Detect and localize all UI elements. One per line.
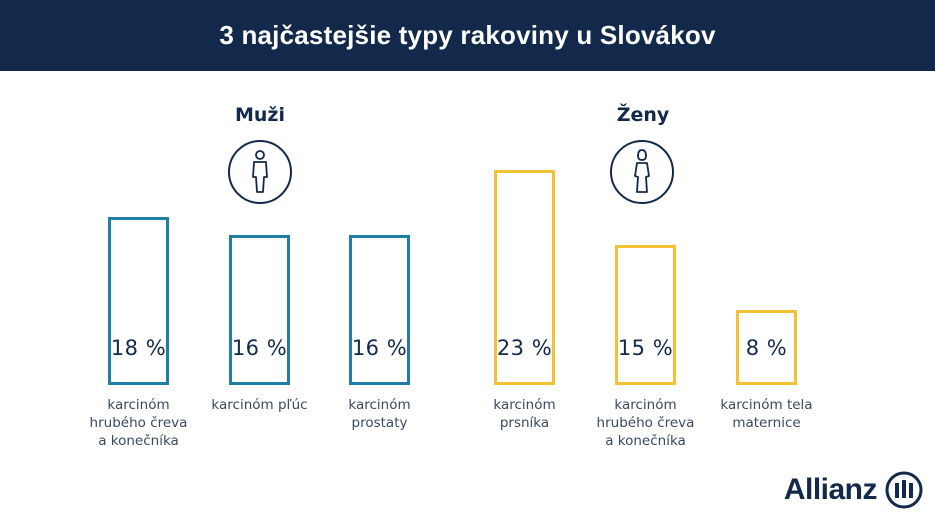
category-label-line: prsníka xyxy=(499,415,550,431)
bar-women-2 xyxy=(615,244,676,385)
category-label-line: prostaty xyxy=(351,415,408,431)
category-label-line: hrubého čreva xyxy=(596,415,695,431)
category-label-line: a konečníka xyxy=(98,433,179,449)
bar-value-label: 16 % xyxy=(231,336,288,360)
bar-men-3 xyxy=(349,235,410,385)
category-label: karcinóm hrubého čreva a konečníka xyxy=(581,396,711,450)
category-label-line: a konečníka xyxy=(605,433,686,449)
bar-value-label: 15 % xyxy=(617,336,674,360)
bar-value-label: 8 % xyxy=(745,336,788,360)
bar-men-1 xyxy=(108,216,169,385)
category-label: karcinóm prostaty xyxy=(315,396,445,432)
allianz-logo: Allianz xyxy=(784,471,923,509)
bar-men-2 xyxy=(229,235,290,385)
bar-value-label: 23 % xyxy=(496,336,553,360)
allianz-logo-icon xyxy=(885,471,923,509)
female-person-icon xyxy=(610,140,674,204)
group-title-men: Muži xyxy=(234,104,285,126)
category-label-line: karcinóm xyxy=(348,397,411,413)
category-label: karcinóm pľúc xyxy=(195,396,325,414)
page-title: 3 najčastejšie typy rakoviny u Slovákov xyxy=(219,20,716,50)
bar-value-label: 16 % xyxy=(351,336,408,360)
category-label-line: karcinóm pľúc xyxy=(211,397,308,413)
category-label: karcinóm hrubého čreva a konečníka xyxy=(74,396,204,450)
bar-value-label: 18 % xyxy=(110,336,167,360)
group-title-women: Ženy xyxy=(616,104,670,126)
logo-text: Allianz xyxy=(783,473,878,506)
header-banner: 3 najčastejšie typy rakoviny u Slovákov xyxy=(0,0,935,71)
bar-women-1 xyxy=(494,169,555,385)
category-label-line: karcinóm tela xyxy=(720,397,813,413)
bar-women-3 xyxy=(736,310,797,385)
category-label-line: karcinóm xyxy=(614,397,677,413)
category-label-line: hrubého čreva xyxy=(89,415,188,431)
male-person-icon xyxy=(228,140,292,204)
category-label-line: maternice xyxy=(732,415,801,431)
category-label: karcinóm tela maternice xyxy=(702,396,832,432)
category-label-line: karcinóm xyxy=(107,397,170,413)
category-label: karcinóm prsníka xyxy=(460,396,590,432)
category-label-line: karcinóm xyxy=(493,397,556,413)
